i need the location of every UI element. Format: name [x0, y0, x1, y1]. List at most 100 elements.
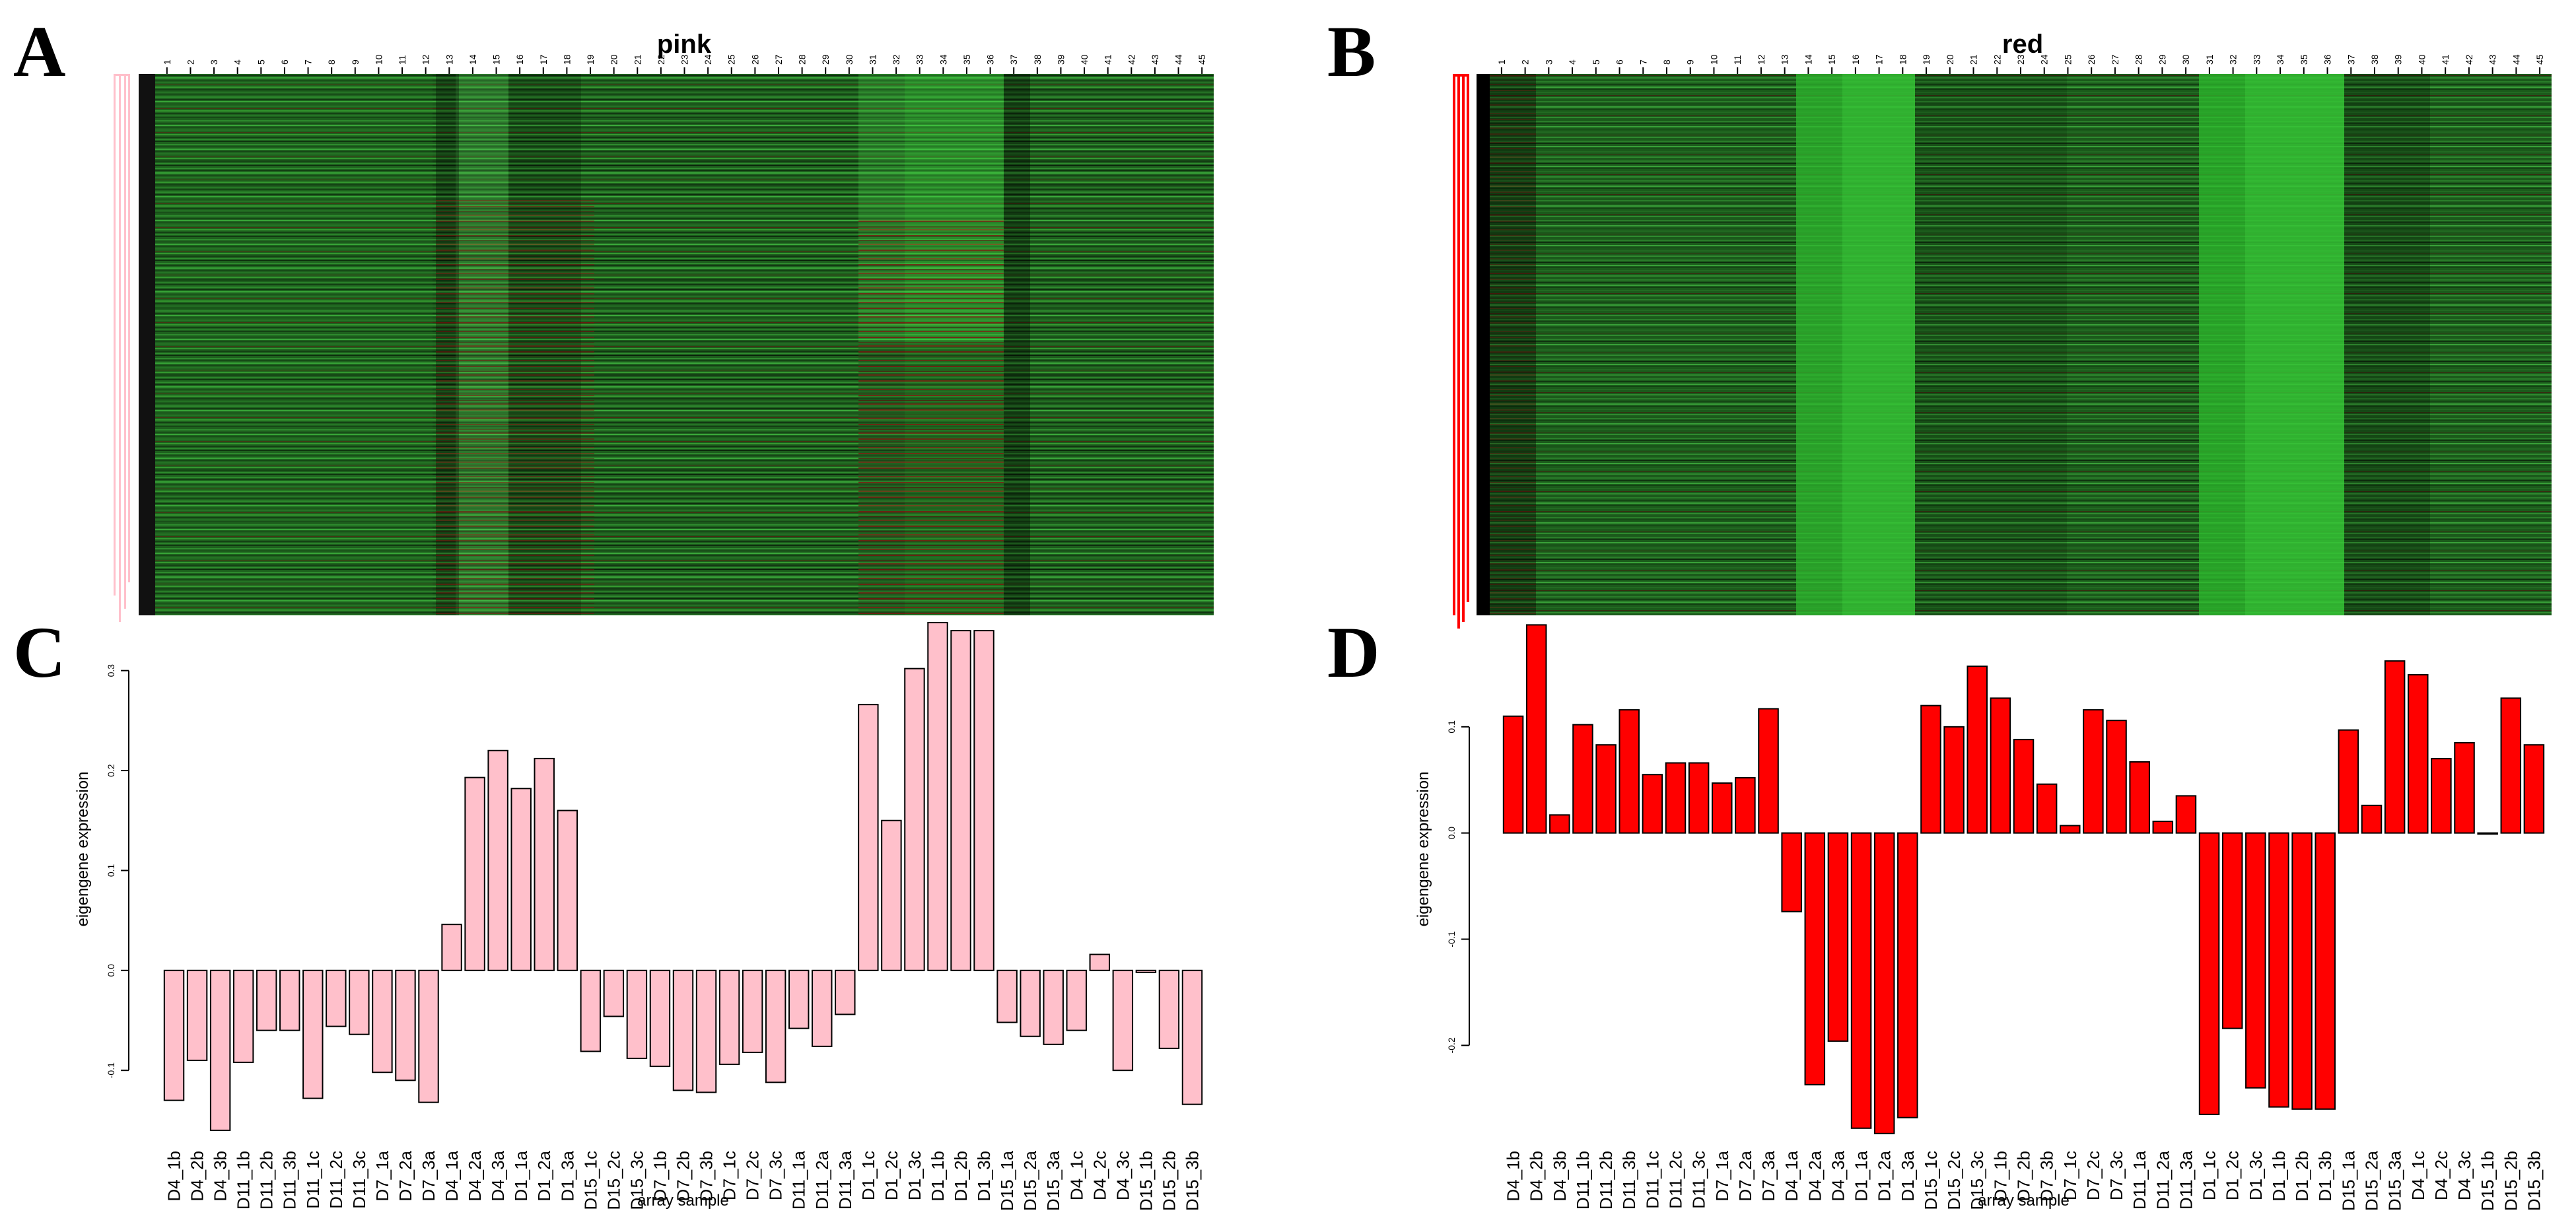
chart-pink-bar-D15_2a	[1020, 969, 1041, 1037]
heatmap-red-tick-label-12: 12	[1756, 54, 1766, 65]
chart-pink-x-tick-label-D15_1c: D15_1c	[580, 1151, 600, 1210]
chart-pink-x-tick-label-D7_2c: D7_2c	[743, 1151, 763, 1200]
heatmap-pink-tick-label-44: 44	[1173, 54, 1184, 65]
heatmap-red-tick-label-38: 38	[2369, 54, 2380, 65]
heatmap-pink-tick-label-23: 23	[679, 54, 690, 65]
chart-pink-bar-D4_1a	[441, 924, 462, 971]
chart-pink-bar-D1_2a	[534, 757, 555, 971]
chart-pink-x-tick-label-D11_1a: D11_1a	[789, 1150, 809, 1210]
chart-red-x-tick-label-D7_2b: D7_2b	[2014, 1151, 2034, 1202]
chart-pink-bar-D15_1b	[1135, 969, 1157, 973]
chart-red-y-tick-label-1: -0.1	[1446, 931, 1457, 947]
heatmap-pink-tick-label-31: 31	[867, 54, 878, 65]
heatmap-red-tick-label-27: 27	[2110, 54, 2120, 65]
chart-red-x-tick-label-D4_3c: D4_3c	[2454, 1151, 2474, 1200]
heatmap-red-matrix	[1477, 74, 2552, 615]
heatmap-pink-tick-label-39: 39	[1055, 54, 1066, 65]
chart-red-x-tick-label-D15_1c: D15_1c	[1921, 1151, 1941, 1210]
heatmap-red-tick-label-6: 6	[1615, 59, 1625, 65]
chart-pink-x-tick-label-D15_3c: D15_3c	[627, 1151, 646, 1210]
panel-label-a: A	[13, 11, 65, 92]
chart-red-y-tick-label-3: 0.1	[1446, 720, 1457, 734]
heatmap-red-tick-label-36: 36	[2322, 54, 2333, 65]
chart-pink-y-tick-label-4: 0.3	[106, 664, 116, 677]
chart-pink-bar-D7_2a	[395, 969, 416, 1081]
heatmap-pink-tick-label-9: 9	[350, 59, 361, 65]
chart-pink-x-tick-label-D1_3c: D1_3c	[905, 1151, 924, 1200]
chart-red-x-tick-label-D7_1b: D7_1b	[1990, 1151, 2010, 1202]
chart-pink-bar-D7_2b	[672, 969, 694, 1091]
heatmap-pink-tick-label-24: 24	[703, 54, 713, 65]
chart-pink-x-tick-label-D1_3b: D1_3b	[974, 1151, 994, 1202]
chart-pink-x-tick-label-D15_2b: D15_2b	[1159, 1151, 1179, 1211]
chart-red-bar-D1_2b	[2291, 832, 2313, 1110]
heatmap-red-tick-label-45: 45	[2534, 54, 2545, 65]
chart-pink-bar-D15_1a	[996, 969, 1018, 1023]
chart-pink-x-tick-label-D7_1a: D7_1a	[372, 1150, 392, 1201]
chart-red-x-tick-label-D11_2b: D11_2b	[1596, 1151, 1616, 1210]
chart-pink-bar-D15_1c	[580, 969, 602, 1052]
chart-red-x-tick-label-D15_3b: D15_3b	[2524, 1151, 2544, 1211]
heatmap-pink-tick-label-4: 4	[232, 59, 243, 65]
heatmap-red-tick-label-11: 11	[1732, 55, 1743, 65]
chart-pink-bar-D4_1c	[1066, 969, 1087, 1031]
heatmap-red-tick-label-17: 17	[1874, 54, 1885, 65]
chart-pink-bar-D4_2c	[1089, 953, 1111, 971]
chart-red-x-axis-label: array sample	[1978, 1192, 2070, 1210]
heatmap-pink-tick-label-33: 33	[915, 54, 925, 65]
chart-red-x-tick-label-D4_1c: D4_1c	[2408, 1151, 2428, 1200]
chart-pink-x-tick-label-D11_1b: D11_1b	[234, 1151, 254, 1210]
heatmap-red-tick-label-10: 10	[1708, 54, 1719, 65]
chart-red-bar-D1_3a	[1897, 832, 1918, 1118]
chart-red-x-tick-label-D7_2c: D7_2c	[2083, 1151, 2103, 1200]
chart-pink-bar-D11_2a	[812, 969, 833, 1047]
chart-pink-x-tick-label-D15_3a: D15_3a	[1043, 1150, 1063, 1211]
chart-pink-x-tick-label-D4_2b: D4_2b	[188, 1151, 207, 1202]
chart-red-bar-D15_3b	[2523, 744, 2545, 834]
chart-pink-bar-D4_3a	[487, 749, 508, 971]
chart-pink-bar-D11_2b	[256, 969, 277, 1031]
chart-pink-bar-D7_3b	[695, 969, 717, 1093]
chart-pink-x-tick-label-D7_1c: D7_1c	[720, 1151, 740, 1200]
heatmap-red-tick-label-41: 41	[2440, 54, 2451, 65]
chart-red-bar-D11_2a	[2152, 820, 2174, 834]
chart-pink-bar-D1_1b	[927, 622, 948, 971]
chart-pink-bar-D1_1c	[858, 704, 879, 971]
chart-red-bar-D1_1c	[2198, 832, 2220, 1115]
heatmap-red-tick-label-19: 19	[1921, 54, 1932, 65]
chart-red-bar-D7_1c	[2060, 825, 2081, 834]
chart-pink-bar-D7_3c	[765, 969, 786, 1083]
heatmap-pink-tick-label-8: 8	[326, 59, 337, 65]
chart-pink-bar-D1_3c	[904, 667, 925, 971]
chart-red-bar-D4_2a	[1804, 832, 1826, 1085]
chart-pink-bar-D15_2b	[1158, 969, 1180, 1049]
heatmap-red-tick-label-4: 4	[1567, 59, 1578, 65]
heatmap-pink-tick-label-27: 27	[773, 54, 784, 65]
chart-pink-bar-D4_2b	[186, 969, 208, 1062]
heatmap-red-tick-label-35: 35	[2299, 54, 2309, 65]
heatmap-red-tick-label-9: 9	[1685, 59, 1696, 65]
chart-pink-y-tick-label-1: 0.0	[106, 964, 116, 977]
heatmap-pink-tick-label-1: 1	[162, 59, 172, 65]
chart-red-bar-D7_3b	[2036, 783, 2058, 834]
heatmap-red-tick-label-3: 3	[1543, 59, 1554, 65]
heatmap-red-tick-label-32: 32	[2228, 54, 2239, 65]
chart-pink-bar-D15_3b	[1181, 969, 1203, 1105]
heatmap-red-tick-label-1: 1	[1496, 59, 1507, 65]
heatmap-pink-tick-label-43: 43	[1150, 54, 1160, 65]
chart-red-x-tick-label-D4_2c: D4_2c	[2431, 1151, 2451, 1200]
chart-pink-bar-D7_1b	[649, 969, 671, 1068]
heatmap-pink-tick-label-40: 40	[1079, 54, 1090, 65]
chart-red-x-tick-label-D15_3c: D15_3c	[1967, 1151, 1987, 1210]
heatmap-red-tick-label-39: 39	[2393, 54, 2404, 65]
chart-red-bar-D11_1c	[1642, 774, 1663, 834]
heatmap-pink-tick-label-12: 12	[421, 54, 431, 65]
chart-red-bar-D7_1a	[1712, 782, 1733, 834]
chart-pink-x-tick-label-D11_2a: D11_2a	[812, 1150, 832, 1210]
chart-pink-bar-D4_2a	[464, 776, 485, 971]
chart-red-bar-D11_1a	[2129, 761, 2150, 834]
chart-pink-bar-D1_3b	[973, 630, 994, 971]
chart-pink-bar-D7_3a	[418, 969, 439, 1103]
chart-red-x-tick-label-D7_1c: D7_1c	[2060, 1151, 2080, 1200]
